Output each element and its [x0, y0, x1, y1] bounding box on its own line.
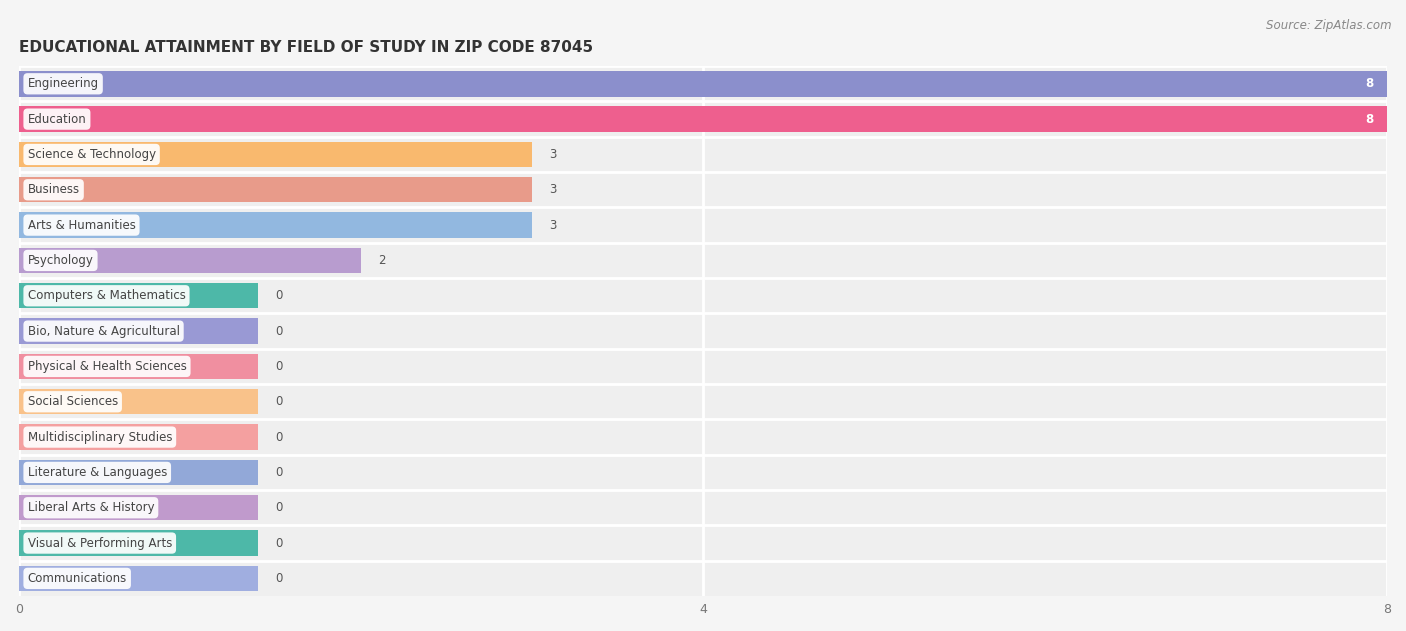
Bar: [20, 278, 1386, 314]
Text: Physical & Health Sciences: Physical & Health Sciences: [28, 360, 187, 373]
Text: 0: 0: [276, 536, 283, 550]
Bar: [20, 107, 1386, 132]
Text: 2: 2: [378, 254, 385, 267]
Bar: [20, 420, 1386, 455]
Text: Literature & Languages: Literature & Languages: [28, 466, 167, 479]
Bar: [20, 213, 531, 238]
Bar: [20, 425, 259, 450]
Bar: [20, 248, 361, 273]
Text: 8: 8: [1365, 112, 1374, 126]
Text: Bio, Nature & Agricultural: Bio, Nature & Agricultural: [28, 324, 180, 338]
Bar: [20, 354, 259, 379]
Text: Multidisciplinary Studies: Multidisciplinary Studies: [28, 430, 172, 444]
Bar: [20, 460, 259, 485]
Text: Liberal Arts & History: Liberal Arts & History: [28, 501, 155, 514]
Text: 0: 0: [276, 466, 283, 479]
Text: 8: 8: [1365, 77, 1374, 90]
Text: 3: 3: [550, 148, 557, 161]
Bar: [20, 177, 531, 203]
Text: Science & Technology: Science & Technology: [28, 148, 156, 161]
Text: 0: 0: [276, 395, 283, 408]
Bar: [20, 71, 1386, 97]
Text: Source: ZipAtlas.com: Source: ZipAtlas.com: [1267, 19, 1392, 32]
Bar: [20, 319, 259, 344]
Bar: [20, 137, 1386, 172]
Bar: [20, 389, 259, 415]
Bar: [20, 314, 1386, 349]
Bar: [20, 172, 1386, 208]
Bar: [20, 384, 1386, 420]
Bar: [20, 208, 1386, 243]
Bar: [20, 526, 1386, 561]
Text: 0: 0: [276, 289, 283, 302]
Text: Psychology: Psychology: [28, 254, 93, 267]
Text: Communications: Communications: [28, 572, 127, 585]
Text: 0: 0: [276, 572, 283, 585]
Bar: [20, 530, 259, 556]
Text: 3: 3: [550, 218, 557, 232]
Text: 0: 0: [276, 360, 283, 373]
Text: Arts & Humanities: Arts & Humanities: [28, 218, 135, 232]
Text: Business: Business: [28, 183, 80, 196]
Bar: [20, 243, 1386, 278]
Bar: [20, 283, 259, 309]
Bar: [20, 349, 1386, 384]
Bar: [20, 66, 1386, 102]
Text: 0: 0: [276, 501, 283, 514]
Text: Engineering: Engineering: [28, 77, 98, 90]
Bar: [20, 561, 1386, 596]
Bar: [20, 490, 1386, 526]
Bar: [20, 142, 531, 167]
Bar: [20, 565, 259, 591]
Text: 0: 0: [276, 430, 283, 444]
Text: Computers & Mathematics: Computers & Mathematics: [28, 289, 186, 302]
Text: Social Sciences: Social Sciences: [28, 395, 118, 408]
Text: 3: 3: [550, 183, 557, 196]
Text: EDUCATIONAL ATTAINMENT BY FIELD OF STUDY IN ZIP CODE 87045: EDUCATIONAL ATTAINMENT BY FIELD OF STUDY…: [20, 40, 593, 56]
Bar: [20, 102, 1386, 137]
Text: Education: Education: [28, 112, 86, 126]
Bar: [20, 495, 259, 521]
Text: Visual & Performing Arts: Visual & Performing Arts: [28, 536, 172, 550]
Text: 0: 0: [276, 324, 283, 338]
Bar: [20, 455, 1386, 490]
